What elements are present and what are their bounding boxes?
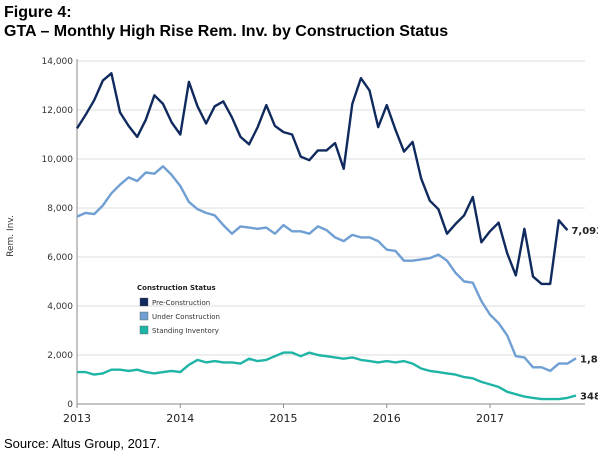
end-label: 348 xyxy=(580,391,598,402)
x-tick-label: 2014 xyxy=(166,412,194,425)
y-tick-labels: 0 2,000 4,000 6,000 8,000 10,000 12,000 14,000 xyxy=(42,57,74,410)
y-tick-label: 14,000 xyxy=(42,57,74,67)
legend-entry: Standing Inventory xyxy=(152,327,219,335)
legend: Construction Status Pre-Construction Unde… xyxy=(137,284,220,335)
series-line-under-construction xyxy=(76,165,577,373)
legend-title: Construction Status xyxy=(137,284,216,292)
legend-swatch xyxy=(139,297,149,307)
y-tick-label: 4,000 xyxy=(47,302,73,312)
series-lines xyxy=(75,72,577,401)
y-tick-label: 8,000 xyxy=(47,204,73,214)
x-tick-label: 2013 xyxy=(63,412,91,425)
legend-entry: Under Construction xyxy=(152,313,220,321)
legend-swatch xyxy=(139,325,149,335)
y-tick-label: 0 xyxy=(67,400,73,410)
series-line-standing-inventory xyxy=(77,351,577,401)
legend-swatch xyxy=(139,311,149,321)
axes xyxy=(76,59,585,408)
legend-entry: Pre-Construction xyxy=(152,299,210,307)
figure-label: Figure 4: xyxy=(4,4,72,21)
y-axis-label: Rem. Inv. xyxy=(6,215,16,257)
series-line-pre-construction xyxy=(75,72,569,286)
y-tick-label: 10,000 xyxy=(42,155,74,165)
x-tick-label: 2017 xyxy=(476,412,504,425)
y-tick-label: 12,000 xyxy=(42,106,74,116)
y-tick-label: 2,000 xyxy=(47,351,73,361)
gridlines xyxy=(77,60,585,356)
end-value-labels: 7,093 1,867 348 xyxy=(571,226,598,402)
source-note: Source: Altus Group, 2017. xyxy=(4,436,161,451)
end-label: 7,093 xyxy=(571,226,598,237)
line-chart: 02,0004,0006,0008,00010,00012,00014,000 … xyxy=(6,57,598,425)
chart-title: GTA – Monthly High Rise Rem. Inv. by Con… xyxy=(4,23,449,40)
x-tick-label: 2016 xyxy=(373,412,401,425)
x-tick-labels: 2013 2014 2015 2016 2017 xyxy=(63,412,504,425)
x-tick-label: 2015 xyxy=(270,412,298,425)
end-label: 1,867 xyxy=(580,354,598,365)
y-tick-label: 6,000 xyxy=(47,253,73,263)
